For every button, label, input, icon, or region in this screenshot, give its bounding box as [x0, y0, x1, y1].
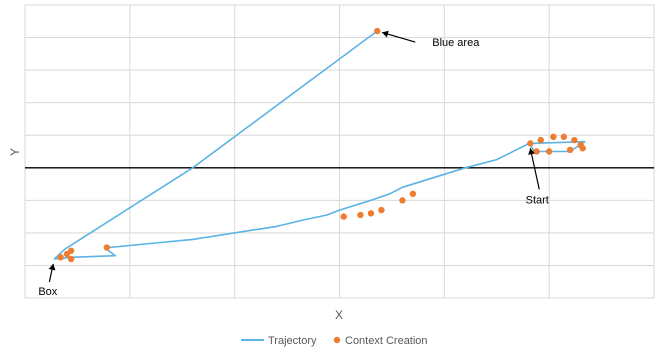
- blue-area-label: Blue area: [432, 37, 480, 49]
- x-axis-title: X: [335, 308, 343, 322]
- start-arrowhead: [528, 148, 536, 155]
- context-creation-point: [545, 148, 553, 155]
- plot-area-border: [24, 4, 655, 299]
- context-creation-point: [571, 136, 578, 144]
- start-label: Start: [526, 194, 549, 206]
- context-creation-point: [103, 244, 110, 251]
- box-label: Box: [38, 286, 57, 298]
- annotations: Blue area Start Box: [38, 30, 549, 298]
- context-creation-point: [579, 145, 586, 152]
- legend-trajectory-label: Trajectory: [268, 335, 317, 347]
- legend: Trajectory Context Creation: [241, 335, 428, 347]
- legend-context-creation-swatch: [333, 336, 341, 344]
- box-arrowhead: [48, 263, 56, 271]
- blue-area-arrowhead: [382, 30, 389, 38]
- context-creation-point: [367, 210, 375, 217]
- context-creation-point: [550, 133, 557, 141]
- y-axis-title: Y: [8, 148, 22, 156]
- context-creation-point: [67, 255, 75, 263]
- context-creation-points: [57, 27, 586, 263]
- legend-context-creation-label: Context Creation: [345, 335, 428, 347]
- context-creation-point: [533, 148, 540, 155]
- context-creation-point: [340, 213, 347, 220]
- context-creation-point: [399, 197, 406, 204]
- context-creation-point: [374, 27, 381, 35]
- context-creation-point: [57, 254, 64, 261]
- context-creation-point: [357, 211, 364, 219]
- trajectory-line: [53, 30, 586, 260]
- context-creation-point: [63, 250, 71, 258]
- context-creation-point: [537, 136, 544, 144]
- context-creation-point: [527, 140, 534, 147]
- context-creation-point: [560, 133, 568, 141]
- context-creation-point: [409, 190, 417, 198]
- start-arrow: [529, 148, 540, 190]
- context-creation-point: [566, 146, 574, 154]
- context-creation-point: [378, 206, 385, 214]
